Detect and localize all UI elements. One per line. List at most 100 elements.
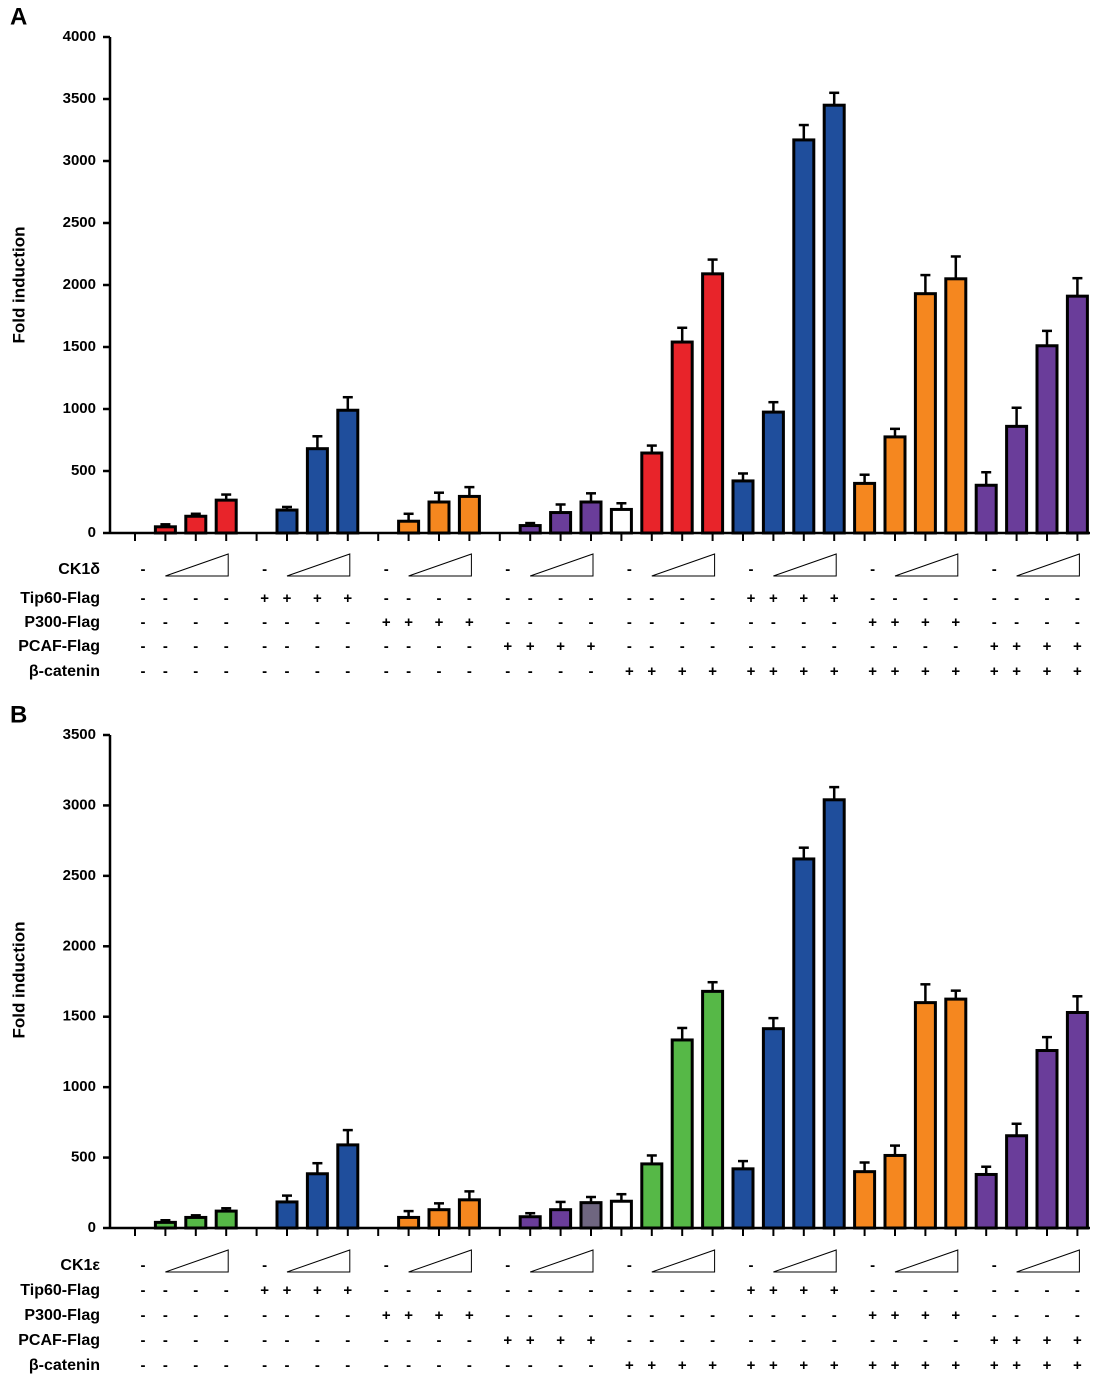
condition-mark: - (193, 590, 198, 607)
condition-mark: - (262, 638, 267, 655)
condition-mark: + (951, 614, 960, 631)
condition-mark: - (345, 1357, 350, 1374)
condition-label: β-catenin (29, 663, 100, 680)
condition-mark: + (435, 614, 444, 631)
condition-mark: - (163, 614, 168, 631)
condition-mark: - (345, 1307, 350, 1324)
condition-mark: - (345, 1332, 350, 1349)
condition-mark: - (710, 1282, 715, 1299)
bar (792, 138, 816, 535)
bar (397, 1215, 421, 1230)
condition-label: PCAF-Flag (18, 1332, 100, 1349)
condition-mark: + (678, 663, 687, 680)
condition-mark: - (406, 663, 411, 680)
condition-mark: - (141, 638, 146, 655)
condition-mark: + (625, 1357, 634, 1374)
condition-mark: - (406, 1282, 411, 1299)
condition-mark: - (832, 638, 837, 655)
condition-mark: + (799, 1282, 808, 1299)
condition-mark: - (528, 590, 533, 607)
bar (427, 1208, 451, 1230)
condition-mark: - (627, 1257, 632, 1274)
bar (913, 292, 937, 535)
condition-mark: - (224, 590, 229, 607)
condition-mark: - (285, 1357, 290, 1374)
panel-label: B (10, 701, 27, 728)
condition-mark: + (526, 638, 535, 655)
condition-mark: - (953, 1332, 958, 1349)
condition-mark: - (141, 663, 146, 680)
dose-triangle (651, 553, 716, 577)
condition-mark: + (1043, 638, 1052, 655)
condition-mark: - (649, 638, 654, 655)
condition-mark: + (343, 1282, 352, 1299)
condition-mark: + (678, 1357, 687, 1374)
bar (944, 997, 968, 1230)
y-tick-label: 3000 (63, 796, 96, 813)
y-tick-label: 1500 (63, 338, 96, 355)
bar (457, 494, 481, 535)
bar (701, 989, 725, 1230)
condition-mark: + (260, 1282, 269, 1299)
condition-mark: + (382, 1307, 391, 1324)
condition-mark: - (627, 1307, 632, 1324)
condition-mark: - (285, 1307, 290, 1324)
condition-mark: - (589, 590, 594, 607)
condition-mark: - (224, 1307, 229, 1324)
y-axis-label: Fold induction (9, 921, 28, 1038)
condition-mark: + (769, 1282, 778, 1299)
bar (579, 500, 603, 535)
bar (974, 483, 998, 535)
condition-mark: - (262, 1257, 267, 1274)
condition-mark: - (285, 663, 290, 680)
condition-label: P300-Flag (24, 1307, 100, 1324)
bar (1005, 424, 1029, 535)
condition-mark: - (224, 663, 229, 680)
condition-mark: + (830, 1357, 839, 1374)
condition-mark: + (313, 590, 322, 607)
condition-mark: - (141, 1257, 146, 1274)
condition-mark: + (830, 1282, 839, 1299)
bar (883, 1153, 907, 1230)
condition-mark: - (992, 614, 997, 631)
condition-mark: - (992, 590, 997, 607)
condition-mark: - (627, 614, 632, 631)
bar (853, 481, 877, 535)
condition-mark: - (627, 1282, 632, 1299)
dose-triangle (530, 1249, 594, 1273)
condition-mark: - (315, 614, 320, 631)
condition-mark: + (891, 614, 900, 631)
condition-label: PCAF-Flag (18, 638, 100, 655)
condition-mark: - (893, 590, 898, 607)
bar (944, 277, 968, 535)
y-tick-label: 2500 (63, 867, 96, 884)
condition-mark: - (1045, 1282, 1050, 1299)
condition-mark: - (627, 561, 632, 578)
condition-mark: + (313, 1282, 322, 1299)
condition-mark: + (708, 1357, 717, 1374)
condition-mark: - (384, 1332, 389, 1349)
condition-mark: - (193, 663, 198, 680)
condition-mark: - (627, 1332, 632, 1349)
bar (275, 1200, 299, 1230)
condition-mark: - (437, 638, 442, 655)
condition-mark: - (953, 1282, 958, 1299)
condition-mark: - (953, 638, 958, 655)
condition-mark: - (193, 1282, 198, 1299)
dose-triangle (894, 1249, 959, 1273)
dose-triangle (773, 553, 837, 577)
condition-mark: + (747, 663, 756, 680)
condition-mark: - (589, 1282, 594, 1299)
condition-mark: - (680, 638, 685, 655)
condition-mark: - (923, 638, 928, 655)
condition-mark: + (868, 1357, 877, 1374)
bar (579, 1201, 603, 1230)
condition-mark: + (465, 614, 474, 631)
condition-mark: - (163, 1332, 168, 1349)
condition-mark: + (921, 663, 930, 680)
condition-mark: - (528, 1357, 533, 1374)
condition-mark: - (893, 1282, 898, 1299)
y-tick-label: 2000 (63, 937, 96, 954)
condition-mark: + (769, 663, 778, 680)
condition-mark: - (870, 1282, 875, 1299)
